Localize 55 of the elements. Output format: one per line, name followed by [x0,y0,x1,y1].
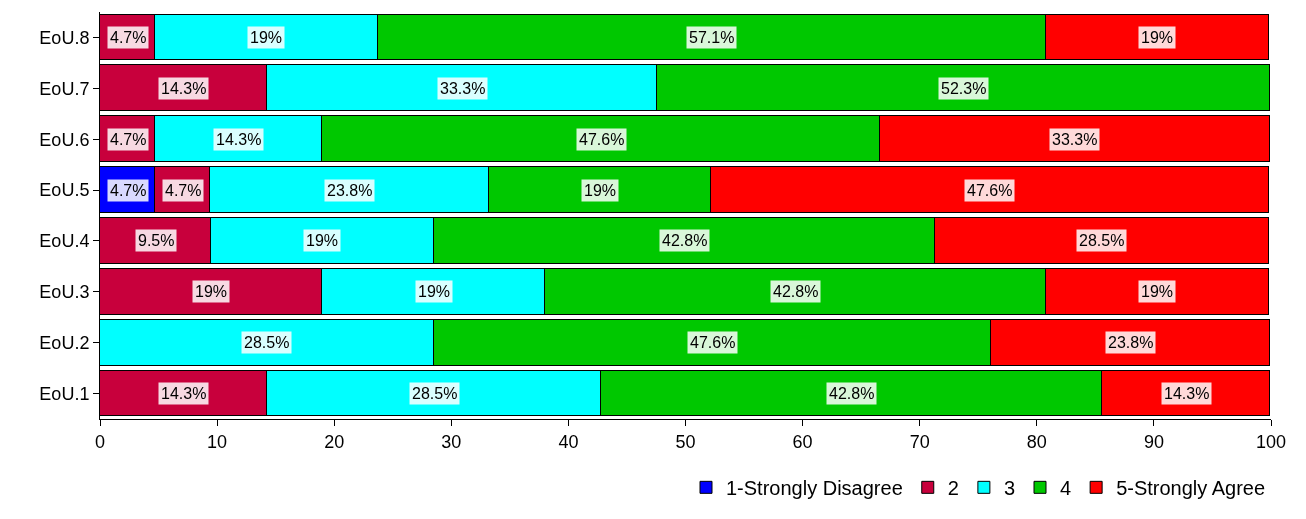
x-tick-label: 20 [324,431,345,452]
data-label: 57.1% [689,29,735,46]
data-label: 47.6% [579,131,625,148]
data-label: 19% [306,232,339,249]
x-tick-label: 30 [441,431,462,452]
data-label: 19% [195,283,228,300]
x-tick-label: 90 [1143,431,1164,452]
x-tick-label: 80 [1026,431,1047,452]
y-tick-label: EoU.4 [39,231,90,252]
y-tick-label: EoU.3 [39,282,90,303]
data-label: 47.6% [690,334,736,351]
x-tick-label: 70 [909,431,930,452]
legend-label: 3 [1003,477,1015,500]
data-label: 4.7% [110,182,147,199]
y-tick-label: EoU.6 [39,129,90,150]
data-label: 14.3% [1164,385,1210,402]
data-label: 47.6% [967,182,1013,199]
y-tick-label: EoU.1 [39,383,90,404]
data-label: 4.7% [110,29,147,46]
data-label: 14.3% [216,131,262,148]
data-label: 19% [1141,283,1174,300]
x-tick-label: 60 [792,431,813,452]
data-label: 14.3% [161,80,207,97]
data-label: 23.8% [1108,334,1154,351]
data-label: 33.3% [1052,131,1098,148]
legend-label: 1-Strongly Disagree [726,477,903,500]
data-label: 19% [418,283,451,300]
data-label: 28.5% [244,334,290,351]
data-label: 19% [584,182,617,199]
data-label: 42.8% [773,283,819,300]
data-label: 42.8% [829,385,875,402]
data-label: 4.7% [165,182,202,199]
data-label: 14.3% [161,385,207,402]
data-label: 33.3% [440,80,486,97]
legend-label: 2 [947,477,959,500]
x-tick-label: 50 [675,431,696,452]
y-tick-label: EoU.7 [39,78,90,99]
x-tick-label: 40 [558,431,579,452]
data-label: 19% [250,29,283,46]
x-tick-label: 100 [1255,431,1287,452]
x-tick-label: 0 [94,431,106,452]
data-label: 42.8% [662,232,708,249]
y-tick-label: EoU.8 [39,27,90,48]
data-label: 19% [1141,29,1174,46]
legend-label: 5-Strongly Agree [1116,477,1266,500]
y-tick-label: EoU.5 [39,180,90,201]
data-label: 28.5% [1079,232,1125,249]
data-label: 4.7% [110,131,147,148]
data-label: 52.3% [941,80,987,97]
x-tick-label: 10 [207,431,228,452]
data-label: 9.5% [138,232,175,249]
data-label: 23.8% [327,182,373,199]
legend-label: 4 [1060,477,1072,500]
y-tick-label: EoU.2 [39,332,90,353]
data-label: 28.5% [412,385,458,402]
